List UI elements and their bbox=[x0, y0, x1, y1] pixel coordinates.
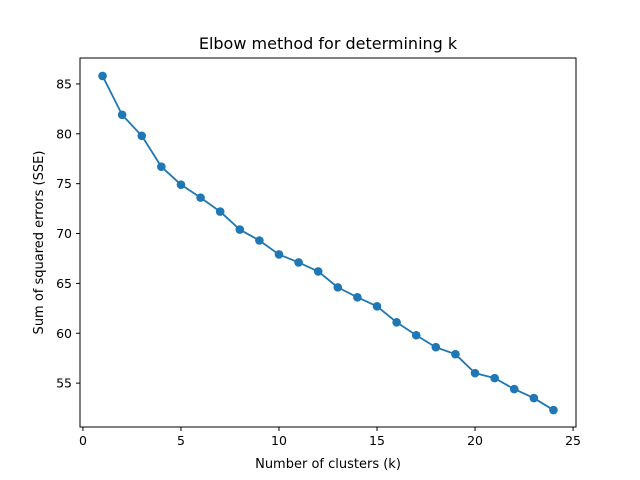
data-point bbox=[529, 393, 539, 403]
data-point bbox=[353, 293, 362, 302]
data-point bbox=[176, 180, 186, 189]
data-point bbox=[196, 193, 205, 202]
y-axis-label: Sum of squared errors (SSE) bbox=[32, 151, 47, 335]
data-point bbox=[392, 317, 401, 327]
x-tick-label: 20 bbox=[467, 433, 483, 448]
data-point bbox=[509, 384, 519, 394]
x-tick-label: 5 bbox=[177, 433, 185, 448]
data-point bbox=[294, 258, 303, 267]
data-point bbox=[137, 131, 147, 141]
data-point bbox=[157, 162, 166, 172]
ticks: 0 5 10 15 20 25 55 60 65 70 75 80 85 bbox=[56, 76, 581, 448]
data-point bbox=[235, 225, 245, 234]
x-tick-label: 25 bbox=[565, 433, 581, 448]
data-point bbox=[98, 71, 107, 81]
y-tick-label: 80 bbox=[56, 126, 72, 141]
x-tick-label: 15 bbox=[369, 433, 385, 448]
x-axis-label: Number of clusters (k) bbox=[255, 457, 401, 472]
y-tick-label: 55 bbox=[56, 376, 72, 391]
y-tick-label: 65 bbox=[56, 276, 72, 291]
data-point bbox=[549, 405, 558, 415]
data-point bbox=[490, 373, 499, 383]
y-tick-label: 75 bbox=[56, 176, 72, 191]
data-point bbox=[470, 368, 480, 378]
plot-area bbox=[98, 71, 558, 415]
chart-title: Elbow method for determining k bbox=[199, 34, 458, 53]
data-point bbox=[411, 330, 421, 340]
data-point bbox=[255, 236, 264, 245]
data-point bbox=[431, 342, 441, 352]
data-point bbox=[274, 250, 284, 259]
x-tick-label: 10 bbox=[271, 433, 287, 448]
axes-frame bbox=[79, 57, 577, 428]
x-tick-label: 0 bbox=[79, 433, 87, 448]
y-tick-label: 60 bbox=[56, 326, 72, 341]
data-point bbox=[333, 283, 343, 292]
y-tick-label: 70 bbox=[56, 226, 72, 241]
data-point bbox=[215, 207, 225, 216]
data-point bbox=[117, 110, 127, 120]
data-point bbox=[313, 267, 323, 276]
data-point bbox=[451, 349, 460, 359]
y-tick-label: 85 bbox=[56, 76, 72, 91]
data-point bbox=[372, 302, 382, 311]
